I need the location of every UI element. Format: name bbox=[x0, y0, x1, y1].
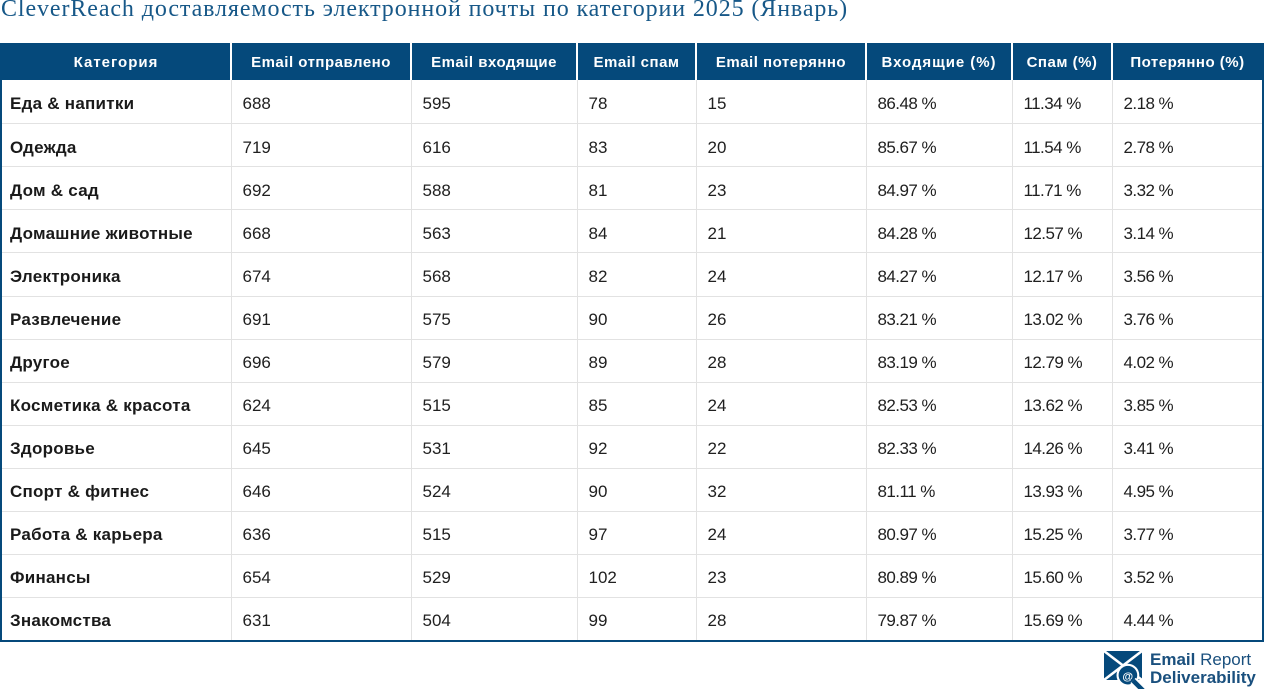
svg-text:@: @ bbox=[1122, 671, 1133, 683]
